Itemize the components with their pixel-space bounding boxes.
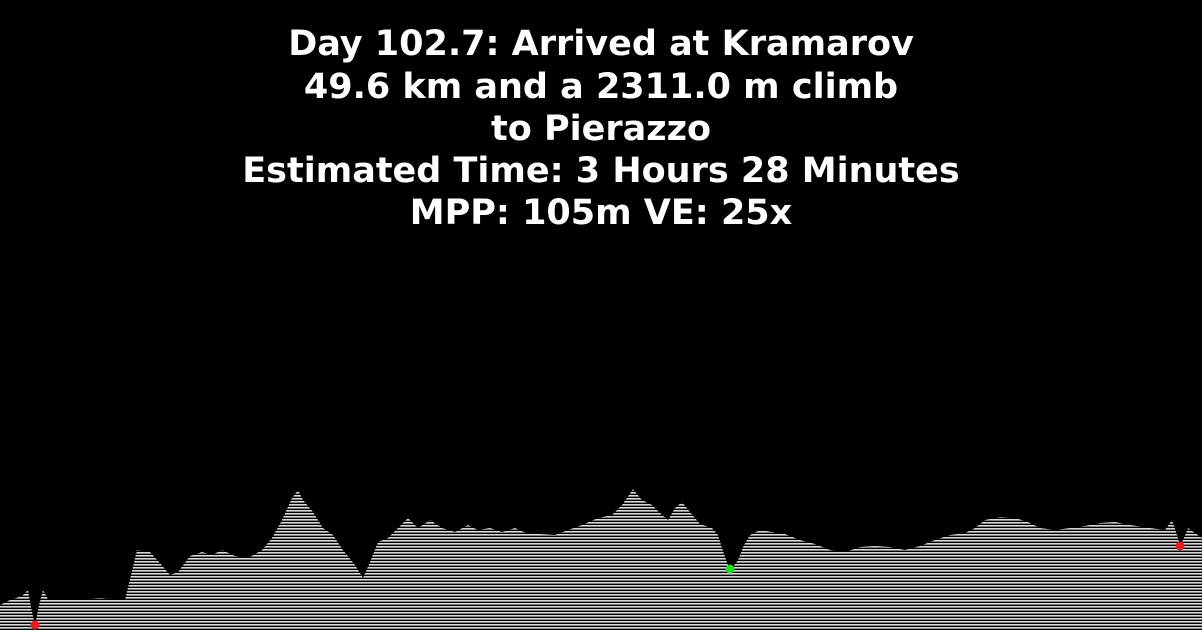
start-marker: [30, 620, 40, 630]
destination-text: to Pierazzo: [490, 109, 711, 149]
end-marker: [1175, 541, 1185, 551]
distance-climb-text: 49.6 km and a 2311.0 m climb: [303, 67, 899, 107]
route-header: Day 102.7: Arrived at Kramarov 49.6 km a…: [0, 22, 1202, 234]
estimated-time-text: Estimated Time: 3 Hours 28 Minutes: [242, 151, 960, 191]
mpp-ve-text: MPP: 105m VE: 25x: [409, 193, 793, 233]
day-title: Day 102.7: Arrived at Kramarov: [288, 24, 914, 64]
waypoint-marker: [725, 564, 735, 574]
terrain-silhouette: [0, 489, 1202, 630]
